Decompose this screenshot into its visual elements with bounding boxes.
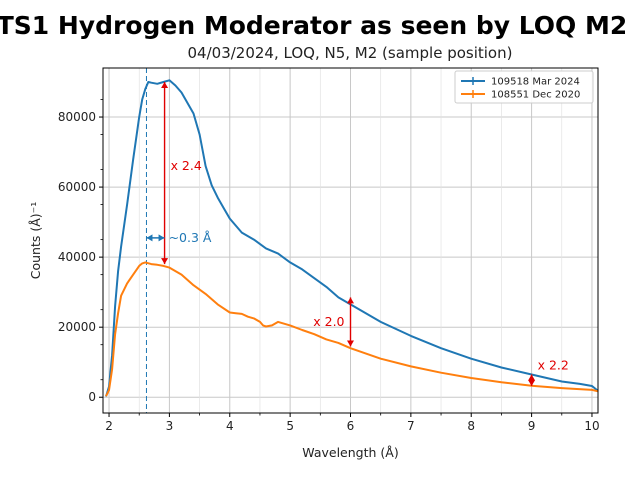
ratio-arrow-1-head — [161, 258, 169, 265]
x-tick-label: 6 — [347, 419, 355, 433]
chart-subtitle: 04/03/2024, LOQ, N5, M2 (sample position… — [188, 44, 513, 62]
legend-box — [454, 70, 594, 104]
y-axis-label: Counts (Å)⁻¹ — [28, 202, 43, 280]
chart-title: TS1 Hydrogen Moderator as seen by LOQ M2 — [0, 11, 625, 40]
y-tick-label: 20000 — [58, 320, 96, 334]
series-line-2 — [105, 261, 599, 397]
x-axis-label: Wavelength (Å) — [302, 445, 398, 460]
shift-label: ~0.3 Å — [169, 230, 212, 245]
x-tick-label: 9 — [528, 419, 536, 433]
ratio-arrow-1-head — [161, 82, 169, 89]
ratio-label: x 2.2 — [538, 357, 569, 372]
x-tick-label: 4 — [226, 419, 234, 433]
series-layer — [105, 79, 599, 397]
shift-arrow-head — [158, 234, 165, 242]
ratio-label: x 2.4 — [171, 158, 202, 173]
series-line-1 — [105, 79, 599, 397]
shift-arrow-head — [146, 234, 153, 242]
x-tick-label: 7 — [407, 419, 415, 433]
x-tick-label: 8 — [467, 419, 475, 433]
y-tick-label: 60000 — [58, 180, 96, 194]
y-ticks: 0 20000 40000 60000 80000 — [58, 99, 103, 404]
x-tick-label: 3 — [166, 419, 174, 433]
legend-label: 108551 Dec 2020 — [491, 90, 580, 101]
ratio-arrow-2-head — [347, 297, 354, 304]
ratio-arrow-2-head — [347, 340, 354, 347]
ratio-arrow-3-head — [528, 374, 536, 381]
y-tick-label: 80000 — [58, 110, 96, 124]
y-tick-label: 0 — [88, 390, 96, 404]
legend: 109518 Mar 2024 108551 Dec 2020 — [454, 70, 594, 104]
x-tick-label: 2 — [105, 419, 113, 433]
x-ticks: 2 3 4 5 6 7 8 9 10 — [105, 413, 600, 433]
annotation-layer: x 2.4 x 2.0 x 2.2 ~0.3 Å — [146, 82, 569, 387]
x-tick-label: 10 — [584, 419, 599, 433]
legend-label: 109518 Mar 2024 — [491, 77, 580, 88]
x-tick-label: 5 — [286, 419, 294, 433]
ratio-arrow-3-head — [528, 380, 536, 387]
y-tick-label: 40000 — [58, 250, 96, 264]
grid — [103, 68, 598, 413]
ratio-label: x 2.0 — [313, 314, 344, 329]
